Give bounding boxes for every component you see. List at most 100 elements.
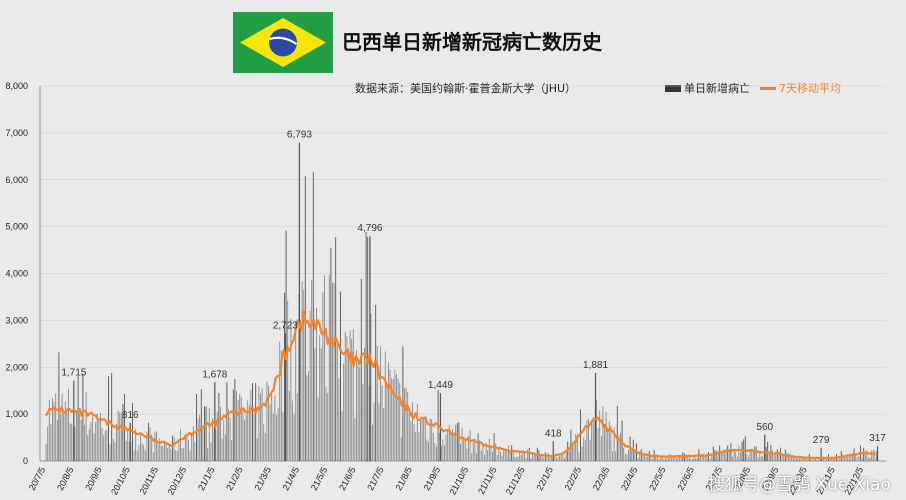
daily-bar bbox=[237, 399, 239, 461]
daily-bar bbox=[586, 419, 588, 461]
daily-bar bbox=[728, 449, 730, 461]
daily-bar bbox=[452, 429, 453, 461]
daily-bar bbox=[639, 451, 641, 461]
daily-bar bbox=[87, 435, 89, 461]
daily-bar bbox=[496, 455, 498, 461]
annotation-label: 317 bbox=[869, 433, 886, 444]
daily-bar bbox=[109, 444, 111, 461]
daily-bar bbox=[487, 449, 489, 461]
daily-bar bbox=[738, 445, 740, 461]
daily-bar bbox=[439, 433, 441, 461]
daily-bar bbox=[842, 454, 844, 461]
daily-bar bbox=[188, 440, 189, 461]
daily-bar bbox=[156, 431, 157, 461]
daily-bar bbox=[340, 291, 341, 461]
daily-bar bbox=[693, 456, 695, 461]
daily-bar bbox=[112, 438, 114, 461]
daily-bar bbox=[479, 440, 481, 461]
daily-bar bbox=[650, 454, 652, 461]
daily-bar bbox=[396, 374, 397, 461]
daily-bar bbox=[551, 456, 553, 461]
daily-bar bbox=[810, 458, 812, 461]
daily-bar bbox=[685, 454, 687, 461]
daily-bar bbox=[367, 236, 369, 461]
daily-bar bbox=[426, 439, 428, 461]
peak-bar bbox=[298, 142, 301, 461]
daily-bar bbox=[872, 449, 874, 461]
daily-bar bbox=[95, 422, 97, 461]
daily-bar bbox=[415, 431, 417, 461]
daily-bar bbox=[258, 386, 260, 461]
daily-bar bbox=[826, 458, 828, 461]
daily-bar bbox=[501, 455, 503, 461]
legend: 单日新增病亡 7天移动平均 bbox=[665, 80, 841, 96]
daily-bar bbox=[180, 429, 181, 461]
daily-bar bbox=[301, 281, 303, 461]
daily-bar bbox=[293, 414, 295, 461]
daily-bar bbox=[400, 437, 402, 461]
daily-bar bbox=[508, 445, 509, 461]
daily-bar bbox=[815, 457, 817, 461]
watermark: 搜狐号@雪鸮 Xue Xiao bbox=[708, 475, 891, 495]
daily-bar bbox=[288, 390, 290, 461]
daily-bar bbox=[495, 443, 497, 461]
daily-bar bbox=[228, 408, 229, 461]
daily-bar bbox=[397, 379, 399, 461]
annotation-label: 2,723 bbox=[273, 320, 298, 331]
daily-bar bbox=[527, 449, 529, 461]
daily-bar bbox=[765, 447, 767, 461]
daily-bar bbox=[157, 444, 159, 461]
daily-bar bbox=[703, 454, 705, 461]
daily-bar bbox=[469, 430, 471, 461]
daily-bar bbox=[864, 452, 866, 461]
y-tick-label: 2,000 bbox=[5, 362, 28, 372]
daily-bar bbox=[77, 376, 79, 461]
daily-bar bbox=[236, 390, 237, 461]
daily-bar bbox=[560, 453, 562, 461]
daily-bar bbox=[296, 393, 298, 461]
daily-bar bbox=[789, 453, 791, 461]
annotation-label: 1,715 bbox=[61, 368, 86, 379]
daily-bar bbox=[690, 459, 692, 461]
daily-bar bbox=[610, 425, 612, 461]
daily-bar bbox=[231, 440, 233, 461]
daily-bar bbox=[221, 438, 223, 461]
daily-bar bbox=[596, 400, 597, 461]
daily-bar bbox=[348, 348, 349, 461]
daily-bar bbox=[546, 454, 548, 461]
x-tick-label: 20/9/5 bbox=[83, 465, 104, 492]
daily-bar bbox=[423, 416, 425, 461]
daily-bar bbox=[309, 310, 311, 461]
daily-bar bbox=[146, 431, 148, 461]
daily-bar bbox=[384, 351, 386, 461]
daily-bar bbox=[754, 446, 756, 461]
daily-bar bbox=[541, 454, 543, 461]
daily-bar bbox=[261, 388, 263, 461]
daily-bar bbox=[749, 449, 751, 461]
daily-bar bbox=[706, 456, 708, 461]
daily-bar bbox=[615, 451, 617, 461]
daily-bar bbox=[173, 437, 175, 461]
daily-bar bbox=[183, 448, 185, 461]
daily-bar bbox=[762, 455, 764, 461]
daily-bar bbox=[498, 447, 500, 461]
daily-bar bbox=[700, 455, 701, 461]
daily-bar bbox=[63, 411, 65, 461]
daily-bar bbox=[320, 348, 322, 461]
daily-bar bbox=[506, 451, 508, 461]
daily-bar bbox=[637, 457, 639, 461]
daily-bar bbox=[181, 448, 183, 461]
daily-bar bbox=[205, 406, 207, 461]
daily-bar bbox=[389, 369, 391, 461]
daily-bar bbox=[252, 383, 253, 461]
daily-bar bbox=[455, 424, 457, 461]
daily-bar bbox=[535, 452, 537, 461]
daily-bar bbox=[421, 417, 423, 461]
daily-bar bbox=[482, 443, 484, 461]
daily-bar bbox=[674, 457, 676, 461]
daily-bar bbox=[98, 420, 100, 461]
daily-bar bbox=[260, 393, 261, 461]
annotation-label: 1,881 bbox=[583, 360, 608, 371]
daily-bar bbox=[268, 385, 269, 461]
daily-bar bbox=[71, 423, 73, 461]
